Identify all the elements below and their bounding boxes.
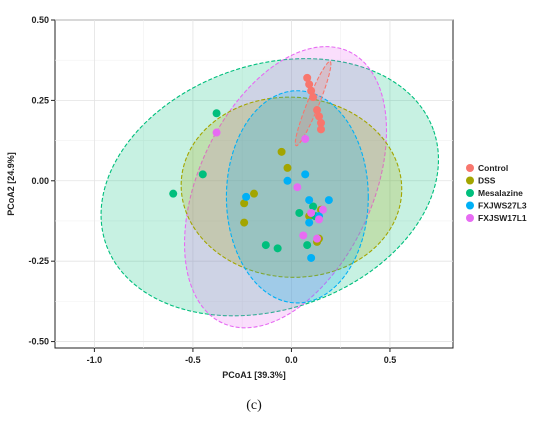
point-dss [250, 189, 258, 198]
point-fxjws27l3 [305, 218, 314, 227]
point-mesalazine [261, 241, 270, 250]
y-tick-label: 0.25 [31, 95, 49, 105]
point-control [307, 86, 316, 95]
ellipse-fxjsw17l1 [183, 46, 388, 329]
point-fxjsw17l1 [315, 215, 324, 224]
point-dss [277, 147, 286, 156]
x-axis-ticks: -1.0 -0.5 0.0 0.5 [87, 348, 397, 365]
x-tick-label: -0.5 [185, 355, 201, 365]
data-points [169, 73, 333, 262]
point-fxjws27l3 [301, 170, 310, 179]
point-control [315, 112, 324, 121]
point-dss [240, 218, 249, 227]
ellipse-control [294, 60, 332, 147]
point-fxjsw17l1 [212, 128, 221, 137]
point-fxjws27l3 [283, 176, 292, 185]
legend-marker-dss [466, 176, 474, 185]
point-mesalazine [295, 208, 304, 217]
point-fxjws27l3 [305, 196, 314, 205]
legend-label-dss: DSS [478, 176, 496, 186]
y-tick-label: -0.50 [28, 337, 49, 347]
point-mesalazine [198, 170, 207, 179]
point-fxjsw17l1 [318, 205, 327, 214]
y-axis-ticks: -0.50 -0.25 0.00 0.25 0.50 [28, 15, 55, 347]
point-fxjsw17l1 [301, 134, 310, 143]
point-fxjws27l3 [242, 192, 251, 201]
y-tick-label: 0.50 [31, 15, 49, 25]
plot-panel [54, 19, 454, 349]
point-mesalazine [309, 202, 318, 211]
y-tick-label: -0.25 [28, 256, 49, 266]
legend: Control DSS Mesalazine FXJWS27L3 FXJSW17L1 [466, 163, 527, 223]
y-axis-title: PCoA2 [24.9%] [6, 152, 16, 216]
point-fxjsw17l1 [293, 183, 302, 192]
point-control [316, 118, 325, 127]
major-gridlines [55, 19, 453, 348]
point-control [316, 125, 325, 134]
point-fxjws27l3 [307, 253, 316, 262]
point-mesalazine [212, 109, 221, 118]
confidence-ellipses [100, 46, 440, 329]
figure-caption: (c) [246, 398, 262, 413]
legend-marker-control [466, 164, 474, 172]
legend-marker-fxjws27l3 [466, 201, 474, 210]
point-mesalazine [303, 241, 312, 250]
y-tick-label: 0.00 [31, 176, 49, 186]
point-control [309, 93, 318, 102]
point-fxjsw17l1 [313, 234, 322, 243]
x-tick-label: 0.0 [285, 355, 298, 365]
legend-label-mesalazine: Mesalazine [478, 188, 523, 198]
point-mesalazine [169, 189, 178, 198]
legend-label-fxjsw17l1: FXJSW17L1 [478, 213, 527, 223]
point-control [303, 73, 312, 82]
ellipse-fxjws27l3 [225, 90, 369, 304]
legend-label-fxjws27l3: FXJWS27L3 [478, 201, 527, 211]
point-control [313, 106, 322, 115]
x-axis-title: PCoA1 [39.3%] [222, 370, 286, 380]
point-dss [240, 199, 249, 208]
point-fxjsw17l1 [299, 231, 308, 240]
legend-label-control: Control [478, 163, 508, 173]
x-tick-label: 0.5 [384, 355, 397, 365]
point-mesalazine [273, 244, 282, 253]
point-dss [283, 163, 292, 172]
x-tick-label: -1.0 [87, 355, 103, 365]
ellipse-mesalazine [100, 58, 440, 317]
point-fxjws27l3 [324, 196, 333, 205]
legend-marker-mesalazine [466, 189, 474, 197]
legend-marker-fxjsw17l1 [466, 214, 474, 222]
point-control [305, 80, 314, 89]
point-fxjsw17l1 [307, 208, 316, 217]
